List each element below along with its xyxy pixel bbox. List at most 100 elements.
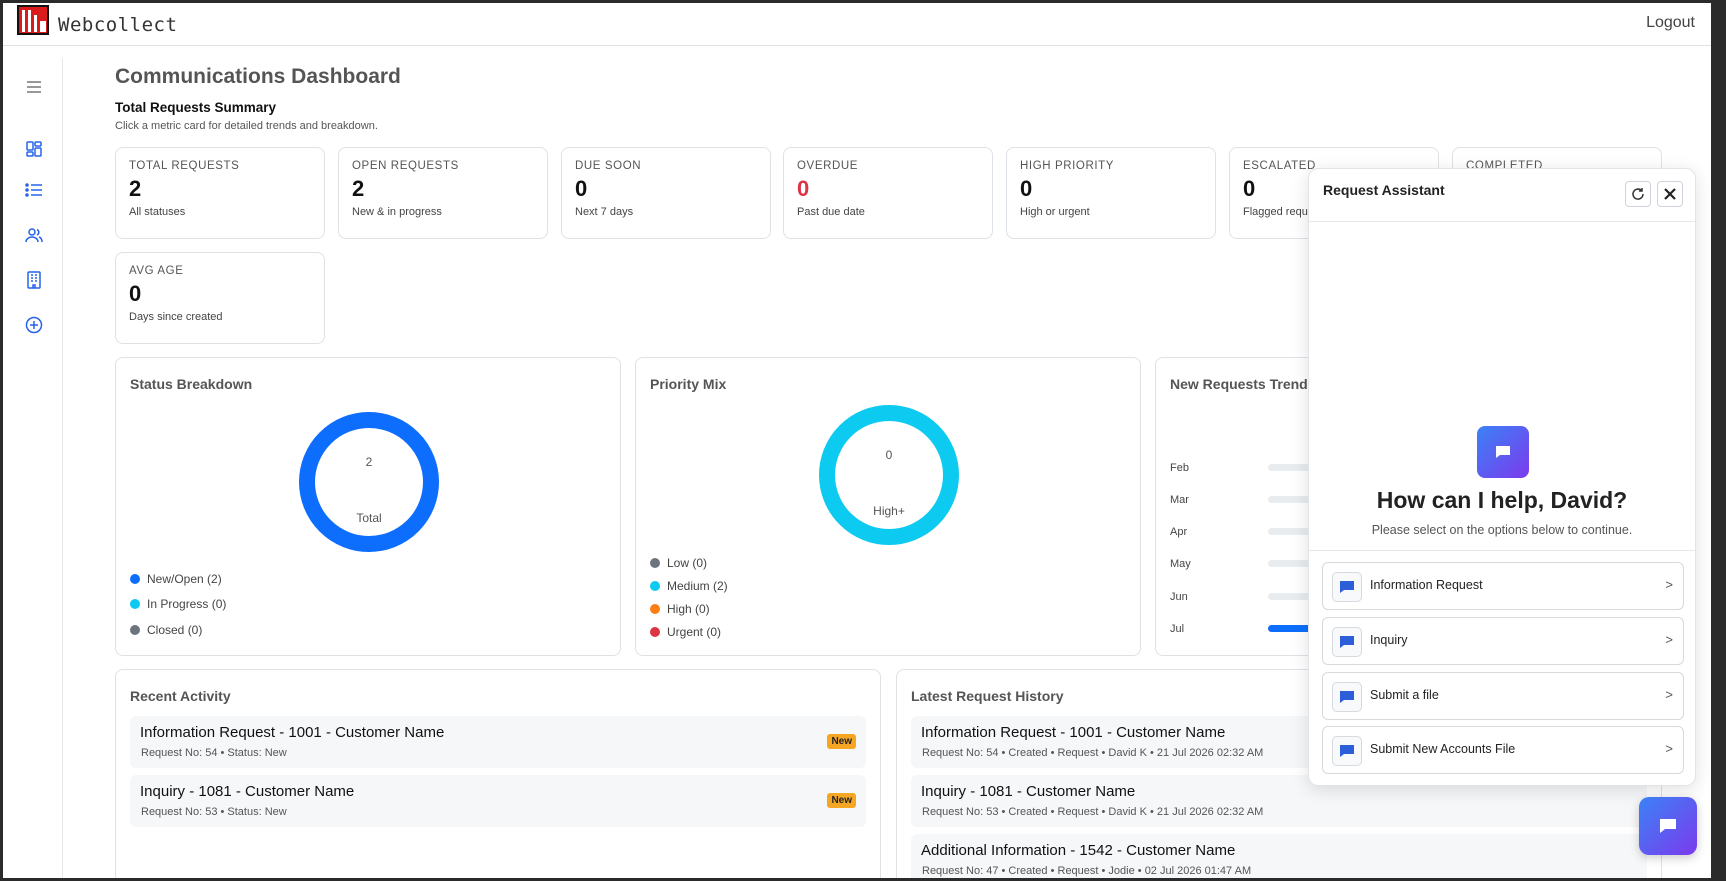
legend-dot	[130, 599, 140, 609]
trend-month-label: Jul	[1170, 623, 1185, 635]
history-meta: Request No: 47 • Created • Request • Jod…	[922, 865, 1252, 877]
option-submit-a-file[interactable]: Submit a file >	[1322, 672, 1684, 720]
metric-card-overdue[interactable]: OVERDUE 0 Past due date	[783, 147, 993, 239]
metric-card-open-requests[interactable]: OPEN REQUESTS 2 New & in progress	[338, 147, 548, 239]
history-meta: Request No: 53 • Created • Request • Dav…	[922, 806, 1264, 818]
panel-title: New Requests Trend	[1170, 376, 1308, 392]
legend-dot	[130, 574, 140, 584]
sidebar	[3, 58, 63, 878]
metric-label: AVG AGE	[129, 265, 184, 277]
status-donut-chart: 2 Total	[299, 412, 439, 552]
legend-label: Urgent (0)	[667, 625, 722, 639]
legend-dot	[650, 558, 660, 568]
donut-segment-new-open	[299, 412, 439, 552]
activity-item[interactable]: Information Request - 1001 - Customer Na…	[130, 716, 866, 768]
metric-card-due-soon[interactable]: DUE SOON 0 Next 7 days	[561, 147, 771, 239]
metric-desc: Next 7 days	[575, 206, 634, 218]
option-information-request[interactable]: Information Request >	[1322, 562, 1684, 610]
add-circle-icon[interactable]	[23, 314, 45, 336]
list-icon[interactable]	[23, 179, 45, 201]
option-label: Submit New Accounts File	[1370, 742, 1516, 756]
metric-card-high-priority[interactable]: HIGH PRIORITY 0 High or urgent	[1006, 147, 1216, 239]
metric-label: HIGH PRIORITY	[1020, 160, 1115, 172]
status-badge: New	[827, 734, 856, 749]
legend-label: In Progress (0)	[147, 597, 227, 611]
panel-title: Latest Request History	[911, 688, 1064, 704]
metric-label: ESCALATED	[1243, 160, 1316, 172]
metric-label: OPEN REQUESTS	[352, 160, 459, 172]
logout-link[interactable]: Logout	[1646, 14, 1695, 31]
metric-desc: All statuses	[129, 206, 186, 218]
assistant-hint: Please select on the options below to co…	[1371, 523, 1633, 537]
metric-label: TOTAL REQUESTS	[129, 160, 240, 172]
activity-title: Inquiry - 1081 - Customer Name	[140, 783, 355, 800]
option-inquiry[interactable]: Inquiry >	[1322, 617, 1684, 665]
legend-dot	[650, 627, 660, 637]
chat-bubble-icon	[1332, 627, 1362, 657]
option-label: Submit a file	[1370, 688, 1439, 702]
chat-bubble-icon	[1477, 426, 1529, 478]
trend-month-label: Apr	[1170, 526, 1188, 538]
chat-bubble-icon	[1332, 736, 1362, 766]
close-button[interactable]	[1657, 181, 1683, 207]
assistant-greeting: How can I help, David?	[1376, 487, 1628, 513]
top-navbar: Webcollect Logout	[3, 3, 1711, 46]
brand-name: Webcollect	[58, 14, 178, 36]
metric-label: DUE SOON	[575, 160, 642, 172]
metric-desc: Days since created	[129, 311, 223, 323]
legend-item-closed: Closed (0)	[130, 623, 202, 637]
refresh-icon	[1632, 188, 1644, 200]
webcollect-logo-icon	[17, 5, 49, 35]
legend-label: New/Open (2)	[147, 572, 222, 586]
trend-month-label: May	[1170, 558, 1191, 570]
activity-item[interactable]: Inquiry - 1081 - Customer Name Request N…	[130, 775, 866, 827]
metric-desc: Flagged requ	[1243, 206, 1308, 218]
menu-icon[interactable]	[23, 76, 45, 98]
priority-donut-chart: 0 High+	[819, 405, 959, 545]
chevron-right-icon: >	[1665, 632, 1673, 647]
metric-label: OVERDUE	[797, 160, 859, 172]
close-icon	[1664, 188, 1676, 200]
chevron-right-icon: >	[1665, 687, 1673, 702]
history-title: Inquiry - 1081 - Customer Name	[921, 783, 1136, 800]
building-icon[interactable]	[23, 269, 45, 291]
trend-month-label: Feb	[1170, 462, 1189, 474]
metric-card-total-requests[interactable]: TOTAL REQUESTS 2 All statuses	[115, 147, 325, 239]
metric-value: 2	[352, 176, 365, 201]
option-submit-new-accounts-file[interactable]: Submit New Accounts File >	[1322, 726, 1684, 774]
legend-item-in-progress: In Progress (0)	[130, 597, 226, 611]
donut-center-value: 2	[366, 455, 373, 469]
chevron-right-icon: >	[1665, 741, 1673, 756]
users-icon[interactable]	[23, 224, 45, 246]
legend-item-low: Low (0)	[650, 556, 707, 570]
dashboard-icon[interactable]	[23, 138, 45, 160]
page-title: Communications Dashboard	[115, 65, 401, 88]
donut-center-value: 0	[886, 448, 893, 462]
metric-value: 2	[129, 176, 142, 201]
chevron-right-icon: >	[1665, 577, 1673, 592]
history-title: Additional Information - 1542 - Customer…	[921, 842, 1236, 859]
metric-value: 0	[575, 176, 588, 201]
legend-label: Low (0)	[667, 556, 708, 570]
donut-segment-medium	[819, 405, 959, 545]
metric-desc: New & in progress	[352, 206, 442, 218]
donut-center-label: High+	[873, 504, 905, 518]
metric-card-avg-age[interactable]: AVG AGE 0 Days since created	[115, 252, 325, 344]
history-item[interactable]: Additional Information - 1542 - Customer…	[911, 834, 1647, 881]
legend-item-urgent: Urgent (0)	[650, 625, 721, 639]
status-badge: New	[827, 793, 856, 808]
metric-value: 0	[129, 281, 142, 306]
trend-month-label: Mar	[1170, 494, 1189, 506]
recent-activity-panel: Recent Activity Information Request - 10…	[115, 669, 881, 881]
legend-dot	[650, 581, 660, 591]
refresh-button[interactable]	[1625, 181, 1651, 207]
legend-dot	[650, 604, 660, 614]
assistant-header-divider	[1309, 221, 1695, 222]
legend-label: Closed (0)	[147, 623, 203, 637]
option-label: Inquiry	[1370, 633, 1408, 647]
assistant-options-divider	[1309, 550, 1695, 551]
legend-item-high: High (0)	[650, 602, 710, 616]
chat-launcher-button[interactable]	[1639, 797, 1697, 855]
chat-bubble-icon	[1332, 682, 1362, 712]
request-assistant-panel: Request Assistant How can I help, David?…	[1308, 168, 1696, 786]
